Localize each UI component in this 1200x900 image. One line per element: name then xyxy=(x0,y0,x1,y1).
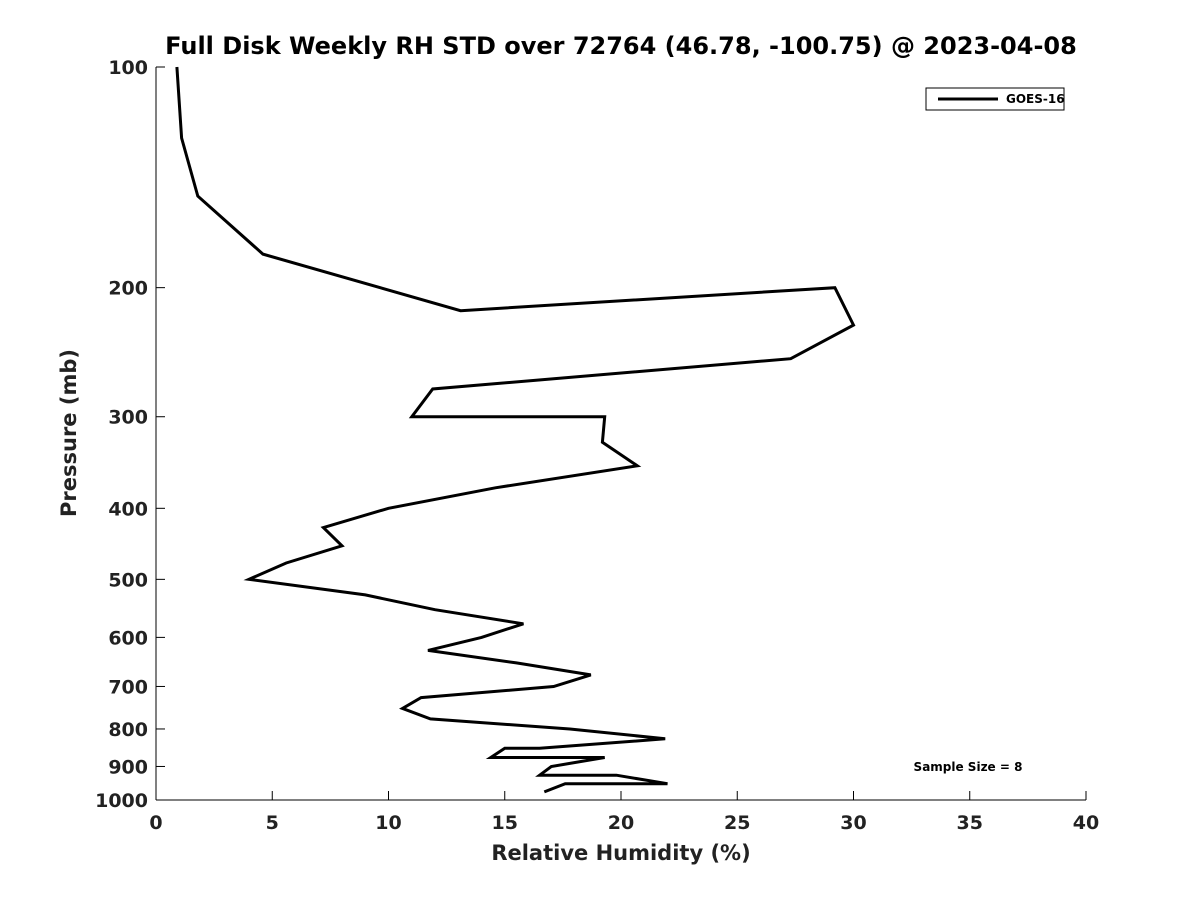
x-tick-label: 15 xyxy=(492,812,518,834)
plot-area: 0 5 10 15 20 25 30 35 40 100 200 300 400 500 600 700 80… xyxy=(95,57,1099,834)
y-tick-label: 900 xyxy=(108,756,148,778)
y-tick-label: 700 xyxy=(108,676,148,698)
sample-size-annotation: Sample Size = 8 xyxy=(914,760,1023,774)
y-tick-label: 200 xyxy=(108,278,148,300)
legend-label-goes-16: GOES-16 xyxy=(1006,92,1065,106)
y-axis-label: Pressure (mb) xyxy=(57,349,81,517)
x-tick-label: 5 xyxy=(266,812,279,834)
x-tick-label: 20 xyxy=(608,812,634,834)
y-tick-label: 600 xyxy=(108,627,148,649)
x-tick-label: 40 xyxy=(1073,812,1099,834)
y-ticks: 100 200 300 400 500 600 700 800 900 1000 xyxy=(95,57,165,812)
y-tick-label: 800 xyxy=(108,719,148,741)
y-tick-label: 100 xyxy=(108,57,148,79)
x-tick-label: 30 xyxy=(840,812,866,834)
y-tick-label: 400 xyxy=(108,498,148,520)
legend: GOES-16 xyxy=(925,87,1065,111)
y-tick-label: 300 xyxy=(108,407,148,429)
x-tick-label: 35 xyxy=(957,812,983,834)
x-tick-label: 10 xyxy=(375,812,401,834)
series-layer xyxy=(175,66,856,794)
x-tick-label: 25 xyxy=(724,812,750,834)
x-axis-label: Relative Humidity (%) xyxy=(491,841,750,865)
chart-title: Full Disk Weekly RH STD over 72764 (46.7… xyxy=(165,32,1077,60)
x-tick-label: 0 xyxy=(149,812,162,834)
x-ticks: 0 5 10 15 20 25 30 35 40 xyxy=(149,791,1099,834)
y-tick-label: 500 xyxy=(108,569,148,591)
y-tick-label: 1000 xyxy=(95,790,148,812)
series-line-goes-16 xyxy=(175,66,856,794)
